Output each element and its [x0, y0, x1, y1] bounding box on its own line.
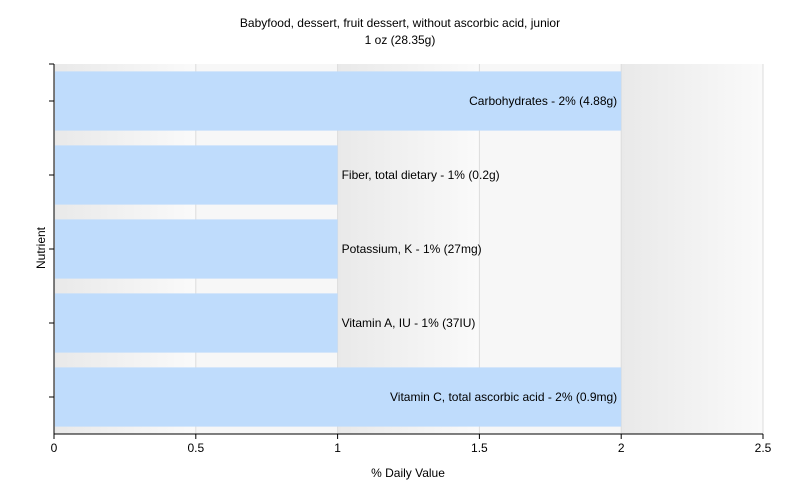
- bar: [55, 219, 338, 279]
- x-tick-label: 0.5: [187, 441, 204, 455]
- x-tick-label: 2.5: [755, 441, 772, 455]
- bar-data-label: Vitamin C, total ascorbic acid - 2% (0.9…: [390, 390, 617, 404]
- bar: [55, 293, 338, 353]
- bars: Carbohydrates - 2% (4.88g) Fiber, total d…: [55, 71, 622, 427]
- bar-data-label: Carbohydrates - 2% (4.88g): [469, 94, 617, 108]
- x-tick-label: 1: [334, 441, 341, 455]
- bar-data-label: Potassium, K - 1% (27mg): [342, 242, 482, 256]
- x-tick-label: 1.5: [471, 441, 488, 455]
- chart-title: Babyfood, dessert, fruit dessert, withou…: [240, 16, 560, 30]
- bar-data-label: Fiber, total dietary - 1% (0.2g): [342, 168, 500, 182]
- y-axis-title: Nutrient: [34, 226, 48, 269]
- x-tick-label: 0: [51, 441, 58, 455]
- bar: [55, 145, 338, 205]
- x-tick-label: 2: [618, 441, 625, 455]
- bar: [55, 367, 622, 427]
- x-axis-title: % Daily Value: [371, 466, 445, 480]
- chart-subtitle: 1 oz (28.35g): [365, 33, 436, 47]
- grid-band: [621, 64, 763, 434]
- bar: [55, 71, 622, 131]
- bar-data-label: Vitamin A, IU - 1% (37IU): [342, 316, 476, 330]
- axes: 0 0.5 1 1.5 2 2.5: [49, 63, 772, 455]
